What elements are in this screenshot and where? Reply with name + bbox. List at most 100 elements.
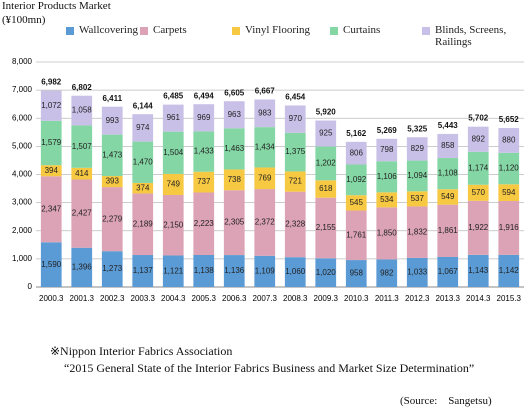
bar-segment — [376, 138, 398, 162]
value-label: 958 — [350, 269, 364, 278]
bar-segment — [40, 90, 62, 121]
value-label: 1,273 — [102, 264, 123, 273]
bar-segment — [406, 191, 428, 207]
bar-segment — [315, 258, 337, 287]
value-label: 1,922 — [468, 223, 489, 232]
legend-item: Wallcovering — [66, 24, 138, 36]
note: “2015 General State of the Interior Fabr… — [64, 361, 475, 375]
note: ※Nippon Interior Fabrics Association — [50, 344, 233, 358]
y-tick-label: 7,000 — [12, 85, 33, 94]
value-label: 974 — [136, 123, 150, 132]
total-label: 6,454 — [285, 93, 306, 102]
bar-segment — [223, 101, 245, 129]
value-label: 1,033 — [407, 268, 428, 277]
bar-segment — [101, 251, 123, 287]
value-label: 961 — [167, 113, 181, 122]
value-label: 970 — [289, 114, 303, 123]
bar-segment — [71, 247, 93, 287]
total-label: 6,494 — [194, 91, 215, 100]
bar-segment — [467, 254, 489, 287]
bar-segment — [193, 192, 215, 255]
x-tick-label: 2011.3 — [375, 294, 399, 303]
value-label: 1,109 — [255, 267, 276, 276]
bar-segment — [132, 182, 154, 194]
bar-segment — [254, 127, 276, 168]
value-label: 1,504 — [163, 148, 184, 157]
value-label: 1,060 — [285, 267, 306, 276]
bar-segment — [40, 242, 62, 287]
value-label: 414 — [75, 169, 89, 178]
x-tick-label: 2008.3 — [283, 294, 308, 303]
value-label: 993 — [106, 116, 120, 125]
bar-segment — [498, 200, 520, 255]
x-tick-label: 2001.3 — [70, 294, 95, 303]
bar-segment — [498, 184, 520, 201]
bar-segment — [498, 152, 520, 185]
chart-title: Interior Products Market — [2, 0, 111, 12]
bar-segment — [345, 210, 367, 261]
value-label: 1,396 — [72, 262, 93, 271]
value-label: 769 — [258, 173, 272, 182]
value-label: 1,142 — [499, 266, 520, 275]
value-label: 2,189 — [133, 219, 154, 228]
bar-segment — [345, 164, 367, 196]
legend-swatch — [422, 27, 430, 35]
legend-item: Curtains — [330, 24, 380, 36]
value-label: 2,223 — [194, 219, 215, 228]
x-tick-label: 2013.3 — [436, 294, 461, 303]
bar-segment — [132, 141, 154, 183]
value-label: 982 — [380, 268, 394, 277]
y-tick-label: 8,000 — [12, 57, 33, 66]
bar-segment — [132, 114, 154, 142]
value-label: 1,916 — [499, 223, 520, 232]
bar-segment — [132, 255, 154, 287]
value-label: 1,108 — [438, 169, 459, 178]
value-label: 570 — [472, 188, 486, 197]
bar-segment — [315, 180, 337, 198]
bar-segment — [193, 254, 215, 287]
value-label: 892 — [472, 134, 486, 143]
value-label: 1,120 — [499, 164, 520, 173]
legend-item: Vinyl Flooring — [232, 24, 310, 36]
legend-label: Curtains — [343, 24, 381, 36]
x-tick-label: 2005.3 — [192, 294, 217, 303]
value-label: 806 — [350, 148, 364, 157]
total-label: 5,162 — [346, 129, 367, 138]
x-tick-label: 2002.3 — [100, 294, 125, 303]
bar-segment — [254, 99, 276, 128]
value-label: 2,305 — [224, 218, 245, 227]
y-tick-label: 2,000 — [12, 226, 33, 235]
legend-item: Blinds, Screens, Railings — [422, 24, 522, 48]
legend-swatch — [66, 27, 74, 35]
value-label: 1,463 — [224, 144, 245, 153]
value-label: 549 — [441, 192, 455, 201]
bar-segment — [284, 257, 306, 287]
value-label: 537 — [411, 194, 425, 203]
bar-segment — [315, 197, 337, 259]
value-label: 2,427 — [72, 209, 93, 218]
total-label: 5,269 — [377, 126, 398, 135]
legend-label: Blinds, Screens, Railings — [435, 24, 507, 48]
legend-label: Vinyl Flooring — [245, 24, 311, 36]
total-label: 5,652 — [499, 115, 520, 124]
bar-segment — [437, 204, 459, 257]
total-label: 6,667 — [255, 87, 276, 96]
value-label: 1,136 — [224, 266, 245, 275]
value-label: 798 — [380, 145, 394, 154]
legend-swatch — [232, 27, 240, 35]
bar-segment — [345, 195, 367, 211]
bar-segment — [101, 187, 123, 252]
bar-segment — [40, 165, 62, 177]
bar-segment — [406, 160, 428, 192]
value-label: 1,761 — [346, 230, 367, 239]
value-label: 1,850 — [377, 228, 398, 237]
bar-segment — [467, 126, 489, 152]
value-label: 1,020 — [316, 268, 337, 277]
bar-segment — [193, 131, 215, 172]
bar-segment — [315, 146, 337, 181]
value-label: 829 — [411, 144, 425, 153]
bar-segment — [376, 259, 398, 287]
bar-segment — [223, 169, 245, 191]
value-label: 1,121 — [163, 266, 184, 275]
